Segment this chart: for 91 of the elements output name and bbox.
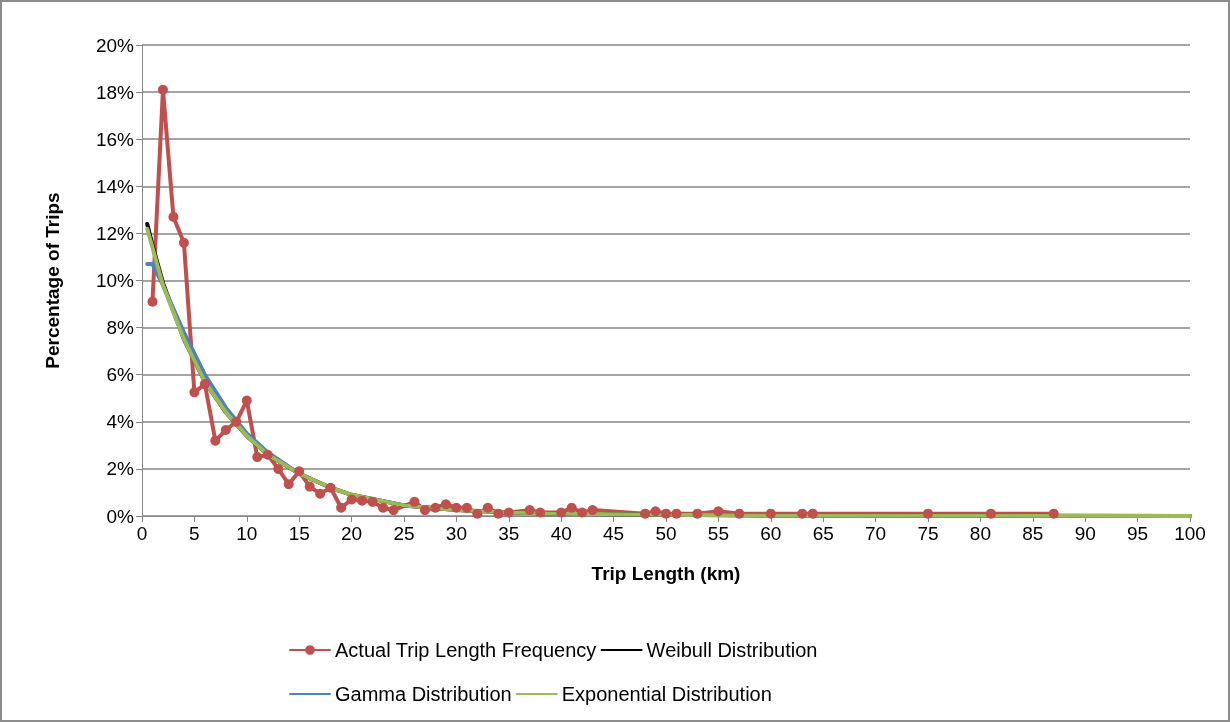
point bbox=[577, 507, 588, 518]
point bbox=[419, 505, 430, 516]
point bbox=[409, 496, 420, 507]
point bbox=[157, 84, 168, 95]
point bbox=[168, 211, 179, 222]
point bbox=[587, 505, 598, 516]
point bbox=[671, 508, 682, 519]
point bbox=[985, 508, 996, 519]
x-tick-label: 65 bbox=[812, 523, 834, 544]
point bbox=[923, 508, 933, 519]
y-axis-title: Percentage of Trips bbox=[42, 192, 63, 369]
x-tick-label: 90 bbox=[1074, 523, 1096, 544]
point bbox=[482, 502, 493, 513]
point bbox=[661, 508, 671, 519]
point bbox=[336, 502, 347, 513]
point bbox=[765, 508, 776, 519]
legend-label: Gamma Distribution bbox=[335, 683, 512, 705]
x-tick-label: 50 bbox=[655, 523, 677, 544]
point bbox=[807, 508, 818, 519]
point bbox=[304, 481, 315, 492]
point bbox=[388, 505, 399, 516]
point bbox=[273, 463, 284, 474]
legend-label: Exponential Distribution bbox=[561, 683, 772, 705]
y-tick-label: 20% bbox=[95, 34, 135, 56]
point bbox=[692, 508, 703, 519]
point bbox=[378, 502, 389, 513]
x-tick-label: 75 bbox=[917, 523, 939, 544]
point bbox=[493, 508, 504, 519]
point bbox=[734, 508, 745, 519]
point bbox=[535, 507, 546, 518]
point bbox=[524, 505, 535, 516]
x-tick-label: 100 bbox=[1174, 523, 1206, 544]
x-tick-label: 10 bbox=[236, 523, 258, 544]
x-tick-label: 35 bbox=[498, 523, 520, 544]
point bbox=[189, 387, 200, 398]
point bbox=[1048, 508, 1059, 519]
point bbox=[566, 502, 577, 513]
point bbox=[346, 494, 357, 505]
y-tick-label: 14% bbox=[95, 175, 135, 197]
point bbox=[315, 488, 326, 499]
x-tick-label: 85 bbox=[1022, 523, 1044, 544]
y-tick-label: 10% bbox=[95, 270, 135, 291]
point bbox=[451, 502, 462, 513]
point bbox=[262, 449, 273, 460]
point bbox=[357, 495, 368, 506]
x-tick-label: 20 bbox=[341, 523, 363, 544]
x-tick-label: 40 bbox=[550, 523, 572, 544]
point bbox=[178, 237, 189, 248]
y-tick-label: 4% bbox=[106, 411, 135, 433]
x-tick-label: 60 bbox=[760, 523, 782, 544]
point bbox=[461, 502, 472, 513]
point bbox=[199, 379, 210, 390]
point bbox=[210, 435, 221, 446]
point bbox=[556, 507, 567, 518]
y-tick-label: 16% bbox=[95, 128, 135, 150]
x-tick-label: 80 bbox=[969, 523, 991, 544]
x-tick-label: 95 bbox=[1127, 523, 1149, 544]
x-tick-label: 0 bbox=[136, 523, 148, 544]
point bbox=[797, 508, 808, 519]
y-tick-label: 12% bbox=[95, 222, 135, 244]
y-tick-label: 2% bbox=[106, 458, 135, 480]
point bbox=[294, 466, 305, 477]
point bbox=[252, 452, 263, 463]
x-tick-label: 5 bbox=[189, 523, 200, 544]
point bbox=[241, 395, 252, 406]
point bbox=[650, 506, 661, 517]
point bbox=[325, 482, 336, 493]
point bbox=[713, 506, 724, 517]
point bbox=[231, 416, 242, 427]
point bbox=[147, 296, 158, 307]
point bbox=[503, 507, 514, 518]
point bbox=[440, 499, 451, 510]
x-axis-title: Trip Length (km) bbox=[591, 563, 741, 584]
x-tick-label: 55 bbox=[707, 523, 729, 544]
legend-label: Actual Trip Length Frequency bbox=[335, 639, 597, 661]
point bbox=[367, 496, 378, 507]
x-tick-label: 45 bbox=[603, 523, 625, 544]
y-tick-label: 0% bbox=[106, 505, 135, 527]
point bbox=[430, 502, 441, 513]
x-tick-label: 15 bbox=[288, 523, 310, 544]
legend-label: Weibull Distribution bbox=[646, 639, 818, 661]
point bbox=[472, 508, 483, 519]
point bbox=[220, 425, 231, 436]
x-tick-label: 25 bbox=[393, 523, 415, 544]
x-tick-label: 30 bbox=[445, 523, 467, 544]
point bbox=[640, 508, 651, 519]
y-tick-label: 18% bbox=[95, 81, 135, 103]
y-tick-label: 6% bbox=[106, 364, 135, 386]
y-tick-label: 8% bbox=[106, 317, 135, 339]
point bbox=[283, 479, 294, 490]
x-tick-label: 70 bbox=[865, 523, 887, 544]
